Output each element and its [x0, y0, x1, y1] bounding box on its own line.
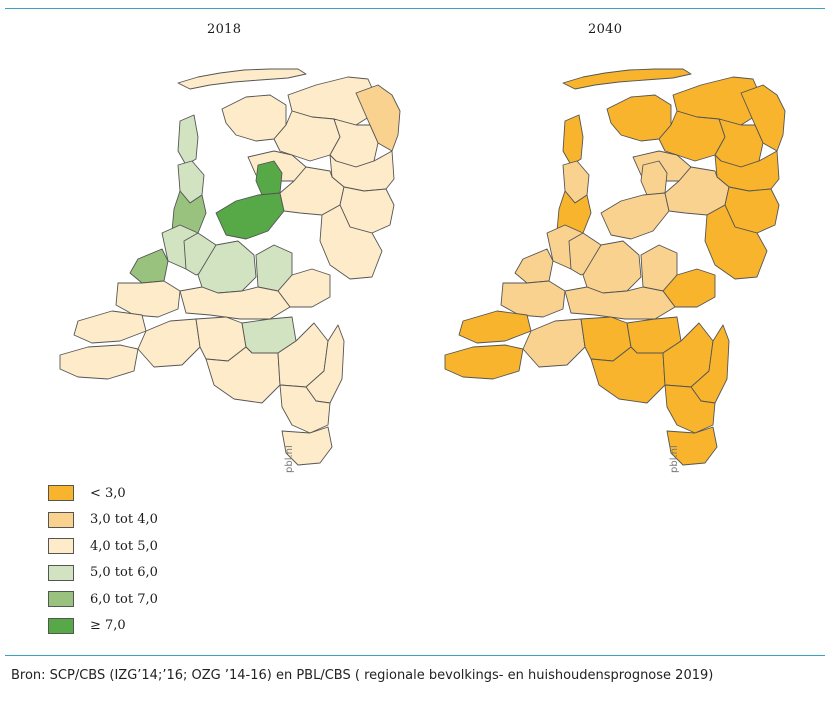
region-zeeland-s — [59, 344, 139, 380]
map-2018-watermark: pbl.nl — [284, 445, 295, 473]
region-almere — [600, 192, 670, 240]
region-rijnmond — [115, 280, 181, 318]
region-zeeland-n — [458, 310, 532, 344]
legend: < 3,0 3,0 tot 4,0 4,0 tot 5,0 5,0 tot 6,… — [48, 480, 158, 639]
legend-swatch-6-7 — [48, 591, 74, 608]
bottom-divider — [5, 655, 825, 656]
map-2040: pbl.nl — [444, 68, 786, 473]
region-achterhoek — [704, 204, 768, 280]
map-title-2040: 2040 — [588, 22, 623, 37]
legend-label-6-7: 6,0 tot 7,0 — [90, 591, 158, 607]
region-rijnmond — [500, 280, 566, 318]
legend-item: 6,0 tot 7,0 — [48, 586, 158, 613]
map-2018: pbl.nl — [59, 68, 401, 473]
region-wadden — [177, 68, 307, 90]
region-haaglanden — [514, 248, 554, 284]
legend-item: < 3,0 — [48, 480, 158, 507]
region-haaglanden — [129, 248, 169, 284]
legend-label-gte7: ≥ 7,0 — [90, 618, 126, 634]
region-nijmegen — [277, 268, 331, 308]
legend-item: 4,0 tot 5,0 — [48, 533, 158, 560]
legend-label-4-5: 4,0 tot 5,0 — [90, 538, 158, 554]
source-note: Bron: SCP/CBS (IZG’14;’16; OZG ’14-16) e… — [11, 668, 714, 683]
legend-swatch-5-6 — [48, 564, 74, 581]
region-nh-north — [562, 114, 584, 166]
legend-swatch-lt3 — [48, 485, 74, 502]
legend-item: 5,0 tot 6,0 — [48, 560, 158, 587]
region-nijmegen — [662, 268, 716, 308]
region-limburg-z — [281, 426, 333, 466]
region-rivierenland — [564, 286, 676, 320]
legend-label-5-6: 5,0 tot 6,0 — [90, 565, 158, 581]
top-divider — [5, 8, 825, 9]
region-achterhoek — [319, 204, 383, 280]
region-limburg-z — [666, 426, 718, 466]
region-limburg-m — [279, 384, 331, 434]
legend-swatch-3-4 — [48, 511, 74, 528]
legend-label-lt3: < 3,0 — [90, 485, 126, 501]
region-almere — [215, 192, 285, 240]
region-friesland-w — [221, 94, 287, 142]
map-2040-watermark: pbl.nl — [669, 445, 680, 473]
region-friesland-w — [606, 94, 672, 142]
region-drenthe-n — [329, 118, 379, 168]
legend-label-3-4: 3,0 tot 4,0 — [90, 512, 158, 528]
legend-swatch-4-5 — [48, 538, 74, 555]
region-wbrabant — [137, 318, 201, 368]
region-zeeland-n — [73, 310, 147, 344]
region-limburg-m — [664, 384, 716, 434]
region-zeeland-s — [444, 344, 524, 380]
region-drenthe-n — [714, 118, 764, 168]
map-2040-regions — [444, 68, 786, 466]
legend-item: ≥ 7,0 — [48, 613, 158, 640]
region-rivierenland — [179, 286, 291, 320]
map-title-2018: 2018 — [207, 22, 242, 37]
region-nh-north — [177, 114, 199, 166]
region-wbrabant — [522, 318, 586, 368]
legend-item: 3,0 tot 4,0 — [48, 507, 158, 534]
legend-swatch-gte7 — [48, 617, 74, 634]
map-2018-regions — [59, 68, 401, 466]
region-wadden — [562, 68, 692, 90]
